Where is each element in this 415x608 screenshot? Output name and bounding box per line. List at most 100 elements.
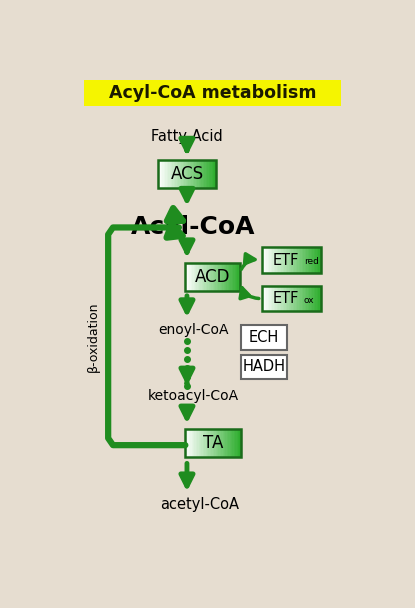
Bar	[205, 263, 206, 291]
Text: HADH: HADH	[243, 359, 286, 375]
Bar	[287, 286, 289, 311]
Bar	[317, 286, 318, 311]
Bar	[281, 247, 283, 273]
Bar	[207, 263, 209, 291]
Bar	[302, 286, 303, 311]
Bar	[309, 286, 311, 311]
Bar	[273, 286, 275, 311]
Bar	[186, 263, 187, 291]
Bar	[281, 286, 283, 311]
Bar	[231, 429, 232, 457]
Bar	[212, 159, 213, 188]
Bar	[268, 247, 269, 273]
Bar	[237, 263, 239, 291]
Bar	[265, 286, 266, 311]
Bar	[215, 263, 217, 291]
Bar	[308, 247, 310, 273]
Bar	[280, 247, 281, 273]
Bar	[183, 159, 184, 188]
Bar	[278, 286, 280, 311]
Text: β-oxidation: β-oxidation	[87, 301, 100, 371]
Bar	[263, 247, 265, 273]
Bar	[200, 429, 202, 457]
Bar	[265, 247, 266, 273]
Bar	[295, 286, 296, 311]
Bar	[158, 159, 216, 188]
Bar	[209, 159, 210, 188]
Bar	[278, 247, 280, 273]
Bar	[272, 286, 274, 311]
Bar	[204, 159, 206, 188]
Bar	[290, 247, 292, 273]
Bar	[305, 286, 307, 311]
Text: Acyl-CoA metabolism: Acyl-CoA metabolism	[109, 84, 316, 102]
Bar	[193, 263, 195, 291]
Bar	[209, 263, 210, 291]
Bar	[237, 429, 238, 457]
Bar	[211, 263, 213, 291]
Bar	[318, 286, 320, 311]
Bar	[198, 159, 200, 188]
Bar	[213, 263, 214, 291]
Bar	[165, 159, 167, 188]
Bar	[208, 429, 210, 457]
Bar	[233, 263, 235, 291]
Bar	[303, 247, 305, 273]
Bar	[241, 355, 288, 379]
Bar	[311, 286, 312, 311]
Bar	[241, 325, 288, 350]
Bar	[210, 263, 212, 291]
Bar	[299, 247, 300, 273]
Bar	[200, 263, 202, 291]
Bar	[273, 247, 275, 273]
Bar	[266, 247, 268, 273]
Bar	[288, 247, 290, 273]
Bar	[188, 263, 190, 291]
Bar	[164, 159, 166, 188]
Bar	[195, 263, 196, 291]
Bar	[308, 286, 310, 311]
Text: red: red	[304, 257, 319, 266]
Bar	[222, 263, 224, 291]
Bar	[300, 247, 302, 273]
Bar	[196, 263, 198, 291]
Bar	[217, 429, 218, 457]
Bar	[197, 429, 199, 457]
Bar	[186, 429, 188, 457]
Bar	[220, 429, 221, 457]
Bar	[272, 247, 274, 273]
Bar	[238, 429, 239, 457]
Bar	[161, 159, 163, 188]
Bar	[298, 247, 299, 273]
Bar	[199, 263, 200, 291]
Bar	[186, 159, 187, 188]
Bar	[215, 159, 216, 188]
Text: ox: ox	[304, 295, 314, 305]
Bar	[236, 263, 237, 291]
Bar	[198, 263, 199, 291]
Bar	[284, 247, 286, 273]
Text: Fatty Acid: Fatty Acid	[151, 129, 223, 143]
Bar	[224, 263, 225, 291]
Bar	[213, 429, 214, 457]
Bar	[315, 286, 317, 311]
Bar	[232, 429, 234, 457]
Bar	[201, 159, 203, 188]
Bar	[190, 263, 191, 291]
Bar	[187, 159, 188, 188]
Bar	[192, 429, 193, 457]
Bar	[207, 159, 209, 188]
Bar	[206, 159, 208, 188]
Bar	[193, 159, 194, 188]
Bar	[314, 247, 315, 273]
Bar	[225, 263, 227, 291]
Bar	[218, 263, 220, 291]
Bar	[201, 429, 203, 457]
Text: ECH: ECH	[249, 330, 279, 345]
Bar	[309, 247, 311, 273]
Bar	[196, 429, 198, 457]
Bar	[170, 159, 171, 188]
Bar	[269, 286, 271, 311]
Text: TA: TA	[203, 434, 223, 452]
Bar	[167, 159, 168, 188]
